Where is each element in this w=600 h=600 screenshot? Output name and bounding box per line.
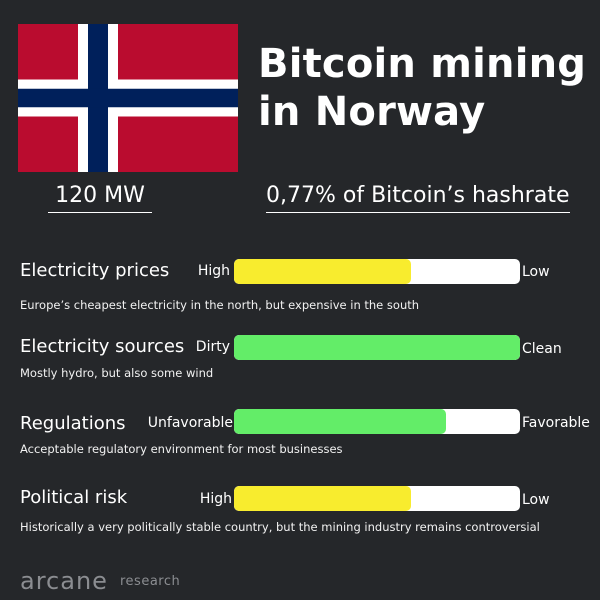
metric-description: Acceptable regulatory environment for mo… [20, 442, 343, 456]
rating-bar [234, 486, 520, 511]
metric-label: Political risk [20, 487, 128, 508]
metric-electricity-sources: Electricity sources Dirty Clean Mostly h… [0, 334, 600, 394]
rating-bar-fill [234, 335, 520, 360]
metric-description: Mostly hydro, but also some wind [20, 366, 214, 380]
metric-political-risk: Political risk High Low Historically a v… [0, 486, 600, 546]
hashrate-stat: 0,77% of Bitcoin’s hashrate [266, 182, 570, 213]
brand-subtitle: research [120, 574, 181, 589]
metric-description: Europe’s cheapest electricity in the nor… [20, 298, 420, 312]
brand-logo: arcane [20, 567, 108, 595]
scale-right-label: Clean [522, 341, 562, 357]
scale-left-label: High [199, 491, 232, 507]
title-line-2: in Norway [258, 89, 486, 135]
norway-flag-image [18, 24, 238, 172]
metric-electricity-prices: Electricity prices High Low Europe’s che… [0, 258, 600, 318]
scale-right-label: Favorable [522, 415, 590, 431]
metric-description: Historically a very politically stable c… [20, 520, 540, 534]
scale-left-label: Dirty [195, 339, 230, 355]
capacity-stat: 120 MW [48, 182, 152, 213]
rating-bar-fill [234, 409, 446, 434]
scale-right-label: Low [522, 492, 550, 508]
rating-bar-fill [234, 486, 412, 511]
scale-right-label: Low [522, 264, 550, 280]
scale-left-label: High [197, 263, 230, 279]
metric-label: Electricity sources [20, 336, 185, 357]
metric-regulations: Regulations Unfavorable Favorable Accept… [0, 408, 600, 468]
rating-bar [234, 259, 520, 284]
metric-label: Electricity prices [20, 260, 170, 281]
scale-left-label: Unfavorable [147, 415, 233, 431]
title-line-1: Bitcoin mining [258, 41, 587, 87]
metric-label: Regulations [20, 413, 126, 434]
rating-bar-fill [234, 259, 412, 284]
rating-bar [234, 409, 520, 434]
page-title: Bitcoin mining in Norway [258, 40, 588, 136]
rating-bar [234, 335, 520, 360]
